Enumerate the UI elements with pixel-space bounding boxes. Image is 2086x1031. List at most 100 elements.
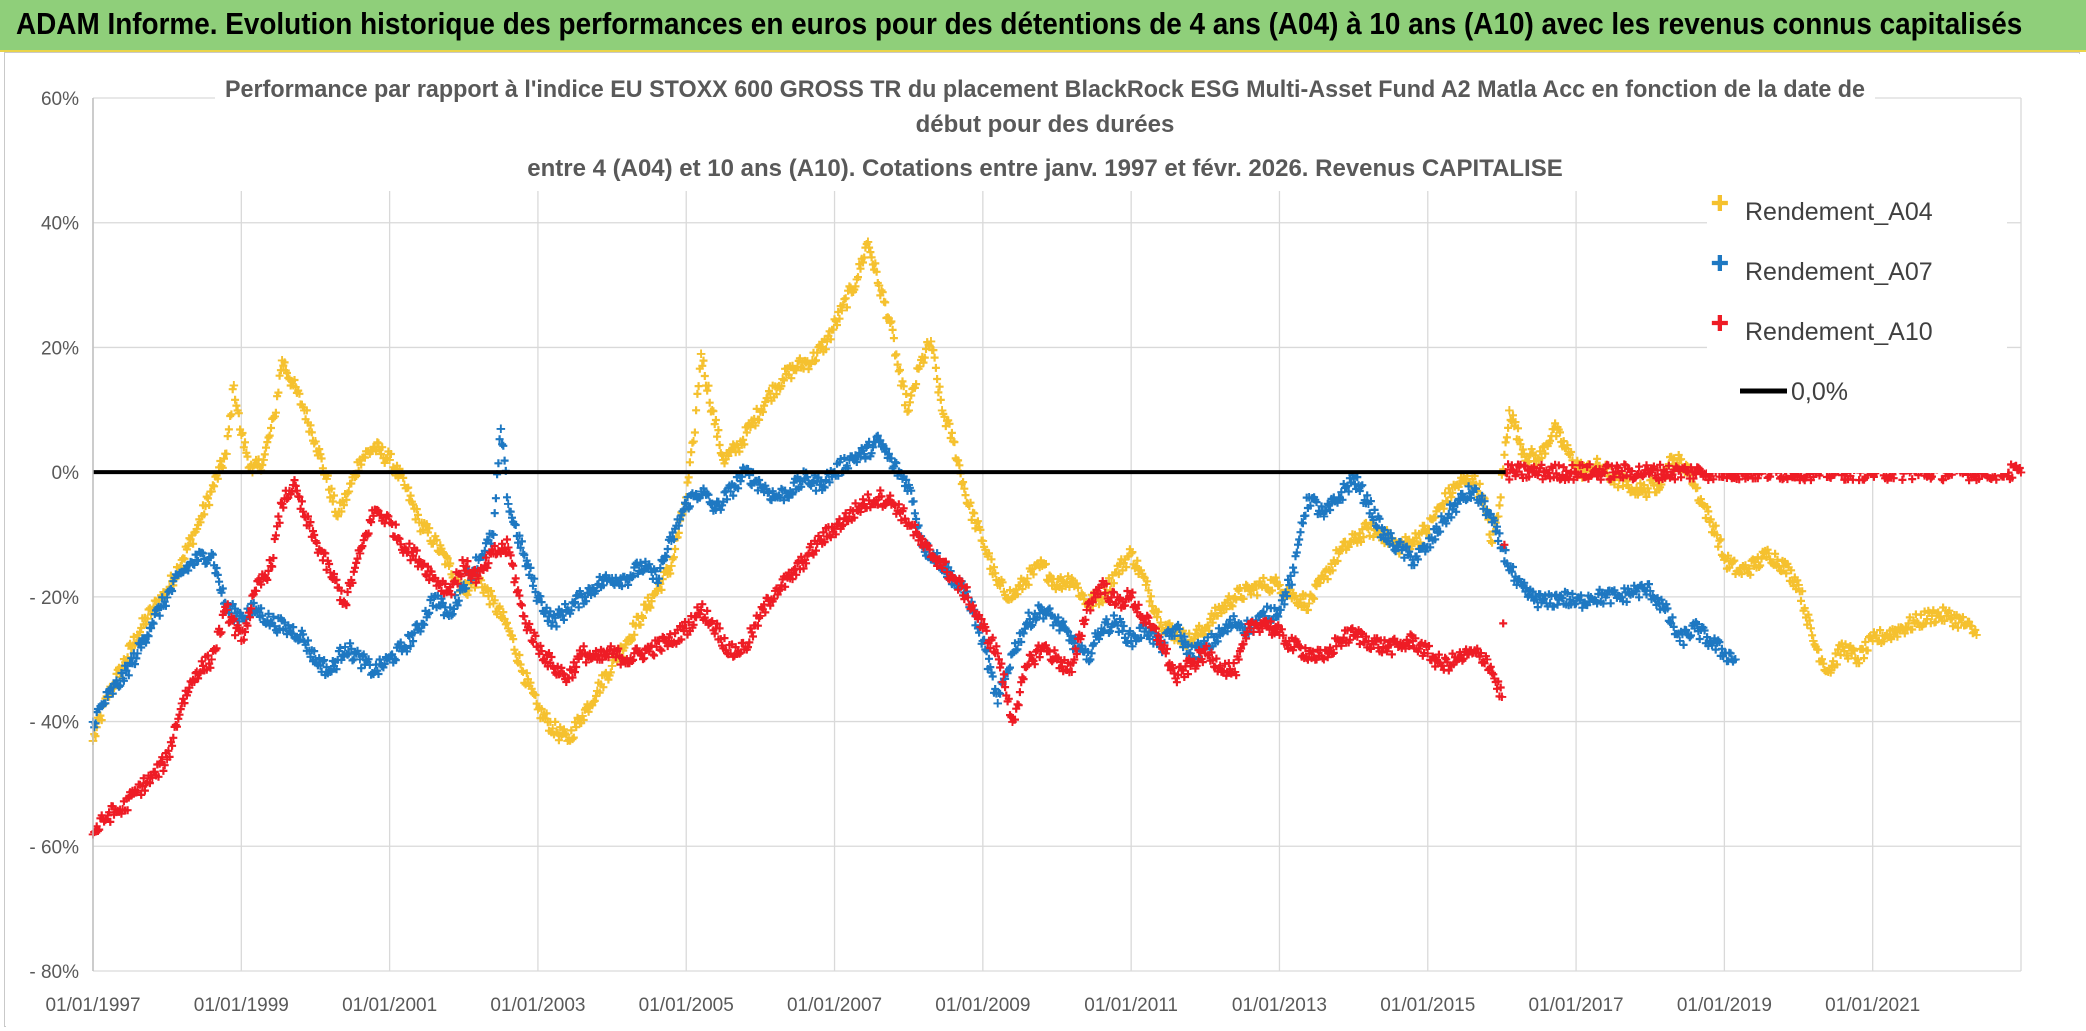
chart-title: Performance par rapport à l'indice EU ST… <box>225 76 1865 182</box>
data-point: + <box>474 550 484 569</box>
data-point: + <box>681 619 691 638</box>
data-point: + <box>637 557 647 576</box>
data-point: + <box>1126 632 1136 651</box>
data-point: + <box>1504 401 1514 420</box>
data-point: + <box>1097 619 1107 638</box>
data-point: + <box>355 650 365 669</box>
data-point: + <box>978 632 988 651</box>
data-point: + <box>162 750 172 769</box>
data-point: + <box>1467 469 1477 488</box>
data-point: + <box>496 419 506 438</box>
data-point: + <box>859 444 869 463</box>
data-point: + <box>1490 669 1500 688</box>
data-point: + <box>652 638 662 657</box>
x-tick-label: 01/01/2011 <box>1084 995 1178 1016</box>
data-point: + <box>1126 588 1136 607</box>
report-title: ADAM Informe. Evolution historique des p… <box>16 6 2023 41</box>
data-point: + <box>251 600 261 619</box>
data-point: + <box>1215 625 1225 644</box>
data-point: + <box>518 544 528 563</box>
data-point: + <box>1215 600 1225 619</box>
data-point: + <box>310 532 320 551</box>
data-point: + <box>1319 507 1329 526</box>
data-point: + <box>1304 644 1314 663</box>
data-point: + <box>118 669 128 688</box>
data-point: + <box>1957 613 1967 632</box>
data-point: + <box>1682 463 1692 482</box>
chart-title-line-2: début pour des durées <box>916 111 1175 138</box>
data-point: + <box>1304 594 1314 613</box>
x-tick-label: 01/01/2019 <box>1677 995 1772 1016</box>
data-point: + <box>548 719 558 738</box>
series-density-rendement_a10 <box>90 460 2024 837</box>
data-point: + <box>1186 632 1196 651</box>
y-tick-label: 60% <box>41 89 79 110</box>
data-point: + <box>344 482 354 501</box>
x-tick-label: 01/01/2017 <box>1529 995 1624 1016</box>
data-point: + <box>1749 557 1759 576</box>
data-point: + <box>192 519 202 538</box>
data-point: + <box>147 613 157 632</box>
data-point: + <box>915 357 925 376</box>
data-point: + <box>1623 476 1633 495</box>
data-point: + <box>1675 632 1685 651</box>
chart-frame: Performance par rapport à l'indice EU ST… <box>4 52 2080 1027</box>
data-point: + <box>815 476 825 495</box>
x-tick-label: 01/01/2005 <box>639 995 734 1016</box>
data-point: + <box>874 488 884 507</box>
data-point: + <box>147 769 157 788</box>
data-point: + <box>885 313 895 332</box>
legend-label-zero[interactable]: 0,0% <box>1791 378 1848 406</box>
y-tick-label: 40% <box>41 214 79 235</box>
data-point: + <box>1486 532 1496 551</box>
x-tick-label: 01/01/2015 <box>1380 995 1475 1016</box>
data-point: + <box>1289 563 1299 582</box>
y-tick-label: 20% <box>41 338 79 359</box>
data-point: + <box>666 532 676 551</box>
data-point: + <box>548 656 558 675</box>
data-point: + <box>548 613 558 632</box>
data-point: + <box>681 494 691 513</box>
data-point: + <box>1171 669 1181 688</box>
data-point: + <box>1478 488 1488 507</box>
data-point: + <box>236 632 246 651</box>
data-point: + <box>1037 600 1047 619</box>
data-point: + <box>978 619 988 638</box>
data-point: + <box>236 426 246 445</box>
data-point: + <box>340 638 350 657</box>
data-point: + <box>837 301 847 320</box>
data-point: + <box>310 650 320 669</box>
data-point: + <box>1645 582 1655 601</box>
data-point: + <box>503 619 513 638</box>
data-point: + <box>355 544 365 563</box>
data-point: + <box>993 694 1003 713</box>
data-point: + <box>270 407 280 426</box>
data-point: + <box>937 401 947 420</box>
data-point: + <box>1719 550 1729 569</box>
data-point: + <box>1141 575 1151 594</box>
data-point: + <box>1378 526 1388 545</box>
legend-marker-a07: ✚ <box>1711 251 1729 276</box>
data-point: + <box>103 806 113 825</box>
data-point: + <box>919 538 929 557</box>
y-tick-label: - 20% <box>29 588 79 609</box>
legend-label-a07[interactable]: Rendement_A07 <box>1745 258 1933 286</box>
data-point: + <box>414 619 424 638</box>
data-point: + <box>162 588 172 607</box>
data-point: + <box>844 507 854 526</box>
data-point: + <box>963 588 973 607</box>
legend-label-a10[interactable]: Rendement_A10 <box>1745 318 1933 346</box>
data-point: + <box>1482 501 1492 520</box>
chart-title-line-1: Performance par rapport à l'indice EU ST… <box>225 76 1865 103</box>
data-point: + <box>1942 607 1952 626</box>
data-point: + <box>889 457 899 476</box>
data-point: + <box>325 563 335 582</box>
x-tick-label: 01/01/1997 <box>45 995 140 1016</box>
data-point: + <box>1927 607 1937 626</box>
performance-chart: Performance par rapport à l'indice EU ST… <box>6 54 2080 1027</box>
data-point: + <box>1067 569 1077 588</box>
data-point: + <box>229 376 239 395</box>
data-point: + <box>1408 632 1418 651</box>
legend-label-a04[interactable]: Rendement_A04 <box>1745 198 1933 226</box>
legend-marker-a04: ✚ <box>1711 191 1729 216</box>
